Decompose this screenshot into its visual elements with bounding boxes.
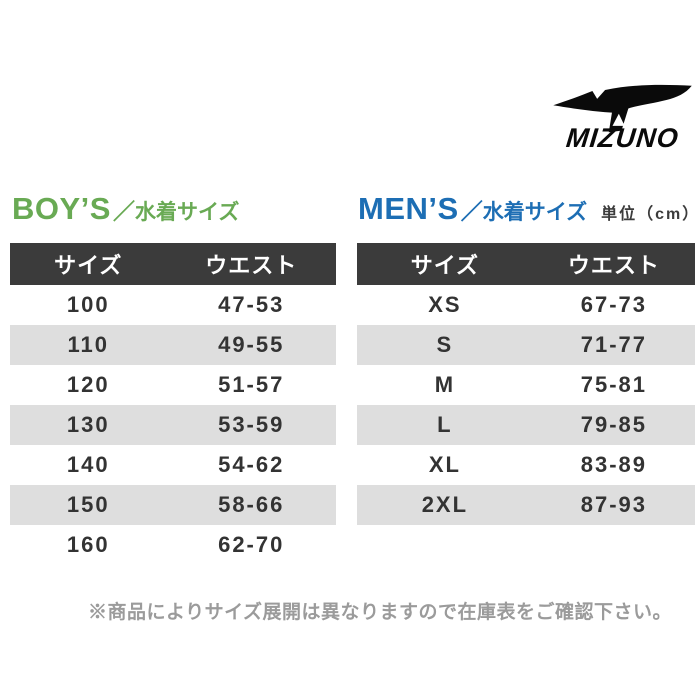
waist-cell: 62-70 — [218, 532, 285, 557]
table-row: 2XL 87-93 — [357, 485, 695, 525]
size-cell: 140 — [66, 452, 110, 477]
size-cell: 160 — [66, 532, 110, 557]
table-row: 140 54-62 — [10, 445, 336, 485]
waist-cell: 47-53 — [218, 292, 285, 317]
boys-title: BOY’S — [12, 191, 111, 226]
size-cell: 110 — [67, 332, 109, 357]
size-cell: 120 — [66, 372, 110, 397]
unit-label: 単位（cm） — [601, 206, 700, 223]
mens-title: MEN’S — [358, 191, 459, 226]
waist-cell: 75-81 — [580, 372, 647, 397]
table-row: XS 67-73 — [357, 285, 695, 325]
table-row: XL 83-89 — [357, 445, 695, 485]
waist-cell: 67-73 — [580, 292, 647, 317]
table-row: M 75-81 — [357, 365, 695, 405]
waist-cell: 54-62 — [218, 452, 285, 477]
column-header-waist: ウエスト — [567, 253, 660, 278]
waist-cell: 49-55 — [218, 332, 285, 357]
mens-size-table: サイズ ウエスト XS 67-73 S 71-77 M 75-81 L 79-8… — [357, 243, 695, 525]
mens-table-header: サイズ ウエスト — [357, 243, 695, 285]
size-cell: M — [434, 372, 456, 397]
mens-section-header: MEN’S ／ 水着サイズ 単位（cm） — [358, 191, 700, 227]
table-row: S 71-77 — [357, 325, 695, 365]
mizuno-logo — [548, 82, 696, 137]
column-header-waist: ウエスト — [205, 253, 298, 278]
column-header-size: サイズ — [410, 253, 480, 278]
size-cell: 150 — [66, 492, 110, 517]
table-row: 150 58-66 — [10, 485, 336, 525]
waist-cell: 79-85 — [580, 412, 647, 437]
boys-table-body: 100 47-53 110 49-55 120 51-57 130 53-59 … — [10, 285, 336, 565]
waist-cell: 53-59 — [218, 412, 285, 437]
mens-subtitle: 水着サイズ — [482, 201, 588, 224]
waist-cell: 71-77 — [580, 332, 647, 357]
boys-table-header: サイズ ウエスト — [10, 243, 336, 285]
table-row: 100 47-53 — [10, 285, 336, 325]
size-cell: 100 — [66, 292, 110, 317]
size-cell: 2XL — [421, 492, 469, 517]
mizuno-wordmark: MIZUNO — [564, 123, 681, 153]
waist-cell: 51-57 — [218, 372, 285, 397]
waist-cell: 83-89 — [580, 452, 647, 477]
waist-cell: 58-66 — [218, 492, 285, 517]
table-row: 130 53-59 — [10, 405, 336, 445]
size-cell: XS — [428, 292, 462, 317]
boys-subtitle: 水着サイズ — [134, 201, 240, 224]
boys-separator: ／ — [112, 199, 135, 224]
size-cell: L — [437, 412, 453, 437]
size-cell: S — [436, 332, 454, 357]
boys-section-header: BOY’S ／ 水着サイズ — [12, 191, 239, 227]
table-row: 160 62-70 — [10, 525, 336, 565]
table-row: 110 49-55 — [10, 325, 336, 365]
table-row: L 79-85 — [357, 405, 695, 445]
mizuno-runbird-icon — [548, 82, 696, 137]
footnote: ※商品によりサイズ展開は異なりますので在庫表をご確認下さい。 — [88, 602, 673, 623]
mens-table-body: XS 67-73 S 71-77 M 75-81 L 79-85 XL 83-8… — [357, 285, 695, 525]
size-cell: 130 — [66, 412, 110, 437]
table-row: 120 51-57 — [10, 365, 336, 405]
column-header-size: サイズ — [54, 253, 123, 278]
mens-separator: ／ — [460, 199, 483, 224]
boys-size-table: サイズ ウエスト 100 47-53 110 49-55 120 51-57 1… — [10, 243, 336, 565]
waist-cell: 87-93 — [580, 492, 647, 517]
size-cell: XL — [428, 452, 461, 477]
